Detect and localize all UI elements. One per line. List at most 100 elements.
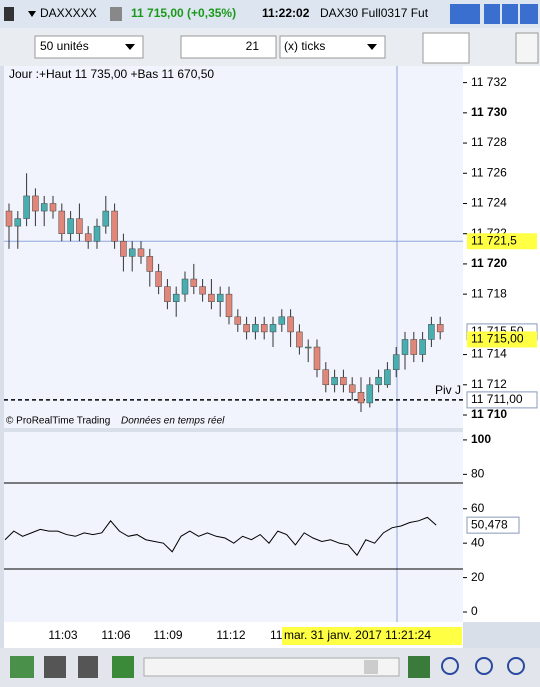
units-select[interactable] [34,35,144,59]
candle-body [322,369,330,386]
clock: 11:22:02 [262,6,310,20]
candle-body [111,210,118,242]
candle-body [137,248,145,257]
info-icon[interactable] [110,7,122,21]
candle-body [93,225,101,242]
price-marker-label: 11 721,5 [471,233,517,247]
x-tick-label: 11:03 [48,628,77,642]
price-marker-label: 11 711,00 [471,392,523,406]
dropdown-arrow [125,44,135,50]
y-tick-label: 11 726 [471,165,507,179]
x-tick-label: 11:12 [216,628,245,642]
candle-body [67,218,74,234]
value-marker-label: 50,478 [471,517,508,531]
zoom-in-icon[interactable] [507,657,525,675]
candle-body [120,241,127,257]
tool-icon[interactable] [10,656,34,678]
y-tick-label: 11 720 [471,256,507,270]
candle-body [208,293,215,302]
mode-select[interactable] [279,35,386,59]
x-tick-label: 11 [270,628,283,642]
candle-body [199,286,206,295]
rsi-panel [4,432,463,622]
y-tick-label: 11 732 [471,75,507,89]
scrollbar[interactable] [143,657,400,677]
x-tick-label: 11:09 [153,628,182,642]
candle-body [269,324,277,333]
candle-body [32,195,39,212]
y-tick-label: 60 [471,501,485,515]
price-marker-label: 11 715,00 [471,332,524,346]
candle-body [278,316,286,325]
dropdown-arrow[interactable] [28,11,36,17]
y-tick-label: 11 728 [471,135,507,149]
candle-body [172,293,180,302]
units: 50 unités [40,39,89,53]
count-input[interactable] [180,35,277,59]
candle-body [419,339,426,355]
candle-body [357,392,365,404]
cursor-time: mar. 31 janv. 2017 11:21:24 [284,628,431,642]
chart-header: Jour :+Haut 11 735,00 +Bas 11 670,50 [9,67,214,81]
chart-type-button[interactable] [422,32,470,64]
candle-body [313,346,321,370]
candle-body [392,354,400,370]
zoom-icon[interactable] [441,657,459,675]
candle-body [190,278,198,287]
price-marker [466,391,538,409]
candle-body [128,248,136,257]
candle-body [76,218,83,234]
maximize-button[interactable] [502,4,518,24]
candle-body [84,233,92,242]
candle-body [384,369,391,386]
x-tick-label: 11:06 [101,628,130,642]
footer-note: Données en temps réel [121,416,225,427]
close-button[interactable] [520,4,538,24]
price: 11 715,00 (+0,35%) [131,6,236,20]
keyboard-button[interactable] [450,4,480,24]
candle-body [401,339,409,355]
candle-body [146,256,154,272]
candle-body [23,195,30,219]
candle-body [164,286,171,302]
candle-body [49,203,57,212]
tool-icon[interactable] [78,656,98,678]
candle-body [58,210,66,234]
pivot-label: Piv J [435,383,461,397]
candle-body [14,218,22,227]
candle-body [5,210,13,227]
rsi-line [4,516,437,557]
scroll-thumb[interactable] [364,660,378,674]
candle-body [40,203,48,212]
count: 21 [246,39,260,53]
tool-icon[interactable] [112,656,134,678]
app-icon [4,7,14,21]
tool-icon[interactable] [408,656,430,678]
tool-icon[interactable] [44,656,66,678]
symbol: DAXXXXX [40,6,97,20]
y-tick-label: 11 730 [471,105,507,119]
candle-body [181,278,189,295]
footer: © ProRealTime Trading [6,416,110,427]
mode: (x) ticks [284,39,325,53]
y-tick-label: 100 [471,432,491,446]
candle-body [410,339,418,355]
minimize-button[interactable] [484,4,500,24]
candle-body [225,293,233,318]
candle-body [243,324,250,333]
candle-body [296,331,303,348]
y-tick-label: 11 714 [471,347,507,361]
tools-button[interactable] [515,32,539,64]
candle-body [252,324,259,333]
y-tick-label: 11 712 [471,377,507,391]
instrument: DAX30 Full0317 Fut [320,6,429,20]
y-tick-label: 11 710 [471,407,507,421]
price-marker [467,331,537,348]
candle-body [340,376,347,386]
candle-body [375,376,382,386]
cursor-time-box [282,627,462,645]
candle-body [260,324,268,333]
zoom-out-icon[interactable] [475,657,493,675]
candle-body [428,324,435,340]
